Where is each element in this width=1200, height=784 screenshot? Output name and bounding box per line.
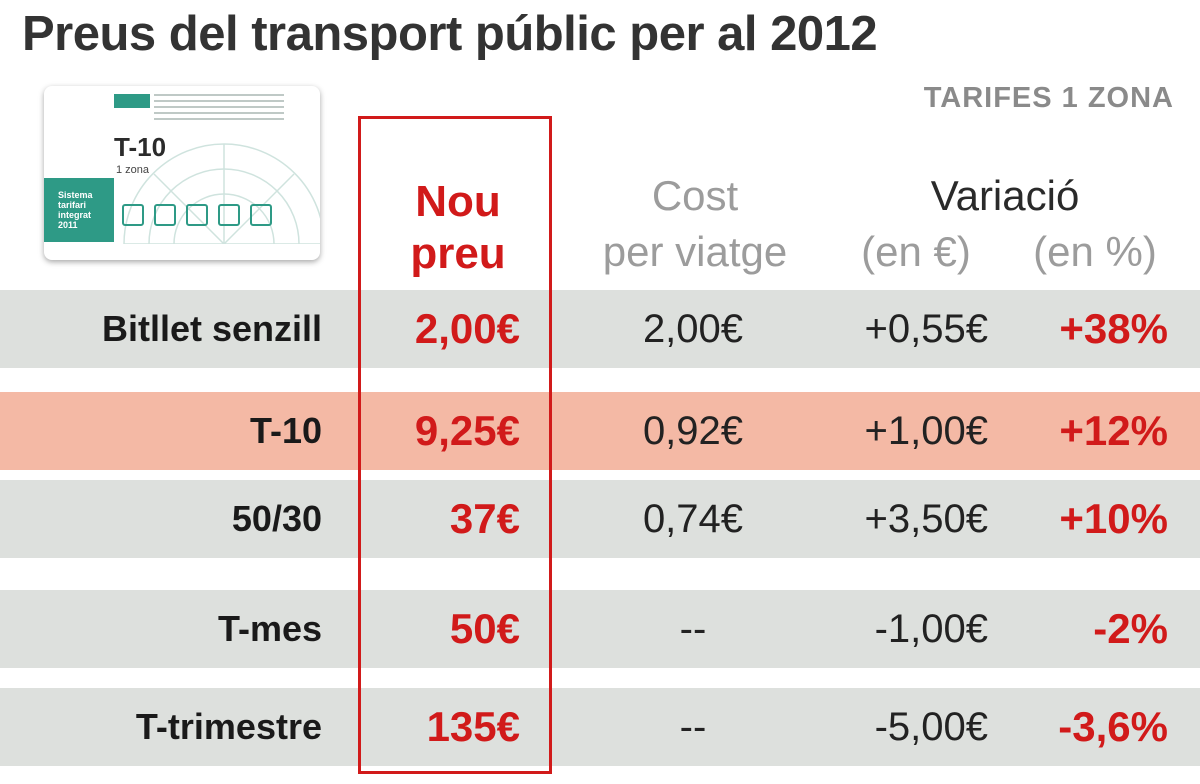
ticket-zone: 1 zona: [116, 164, 150, 176]
variation-pct-cell: -2%: [1093, 605, 1168, 652]
new-price-cell: 37€: [449, 495, 520, 542]
subtitle: TARIFES 1 ZONA: [923, 82, 1174, 114]
variation-eur-cell: -5,00€: [874, 705, 988, 749]
new-price-cell: 2,00€: [414, 305, 520, 352]
header-new-price-line2: preu: [410, 229, 506, 278]
header-cost-line1: Cost: [651, 172, 739, 219]
metro-icon: [154, 204, 176, 226]
header-new-price-line1: Nou: [415, 177, 501, 226]
table-row: Bitllet senzill 2,00€ 2,00€ +0,55€ +38%: [0, 290, 1200, 368]
variation-pct-cell: +12%: [1059, 407, 1168, 454]
header-variation-pct: (en %): [1033, 228, 1157, 275]
new-price-highlight-frame: [358, 116, 552, 774]
header-variation-eur: (en €): [861, 228, 971, 275]
row-label: T-10: [249, 410, 322, 451]
row-label: 50/30: [231, 498, 322, 539]
table-row: T-mes 50€ -- -1,00€ -2%: [0, 590, 1200, 668]
variation-eur-cell: +1,00€: [864, 409, 988, 453]
ticket-band-text: Sistema tarifari integrat 2011: [58, 190, 93, 230]
ticket-logo: [114, 94, 150, 108]
bus-icon: [122, 204, 144, 226]
row-label: Bitllet senzill: [101, 308, 322, 349]
variation-pct-cell: -3,6%: [1058, 703, 1168, 750]
variation-eur-cell: +3,50€: [864, 497, 988, 541]
table-row: T-trimestre 135€ -- -5,00€ -3,6%: [0, 688, 1200, 766]
new-price-cell: 50€: [449, 605, 520, 652]
ticket-header-text: [154, 94, 284, 120]
cost-per-trip-cell: 0,92€: [642, 409, 744, 453]
row-label: T-mes: [217, 608, 322, 649]
variation-eur-cell: +0,55€: [864, 307, 988, 351]
ticket-name: T-10: [114, 132, 167, 162]
header-variation: Variació: [930, 172, 1080, 219]
tram-icon: [218, 204, 240, 226]
cost-per-trip-cell: --: [679, 705, 707, 749]
funicular-icon: [250, 204, 272, 226]
row-label: T-trimestre: [135, 706, 322, 747]
page-title: Preus del transport públic per al 2012: [22, 7, 878, 61]
ticket-arc-graphic: [123, 143, 320, 244]
variation-pct-cell: +38%: [1059, 305, 1168, 352]
new-price-cell: 9,25€: [414, 407, 520, 454]
cost-per-trip-cell: --: [679, 607, 707, 651]
table-row: T-10 9,25€ 0,92€ +1,00€ +12%: [0, 392, 1200, 470]
train-icon: [186, 204, 208, 226]
ticket-transport-icons: [122, 204, 272, 226]
header-cost-line2: per viatge: [602, 228, 788, 275]
cost-per-trip-cell: 0,74€: [642, 497, 744, 541]
cost-per-trip-cell: 2,00€: [642, 307, 744, 351]
table-row: 50/30 37€ 0,74€ +3,50€ +10%: [0, 480, 1200, 558]
new-price-cell: 135€: [426, 703, 520, 750]
ticket-image: T-10 1 zona Sistema tarifari integrat 20…: [44, 86, 320, 260]
variation-eur-cell: -1,00€: [874, 607, 988, 651]
ticket-band: Sistema tarifari integrat 2011: [44, 178, 114, 242]
variation-pct-cell: +10%: [1059, 495, 1168, 542]
